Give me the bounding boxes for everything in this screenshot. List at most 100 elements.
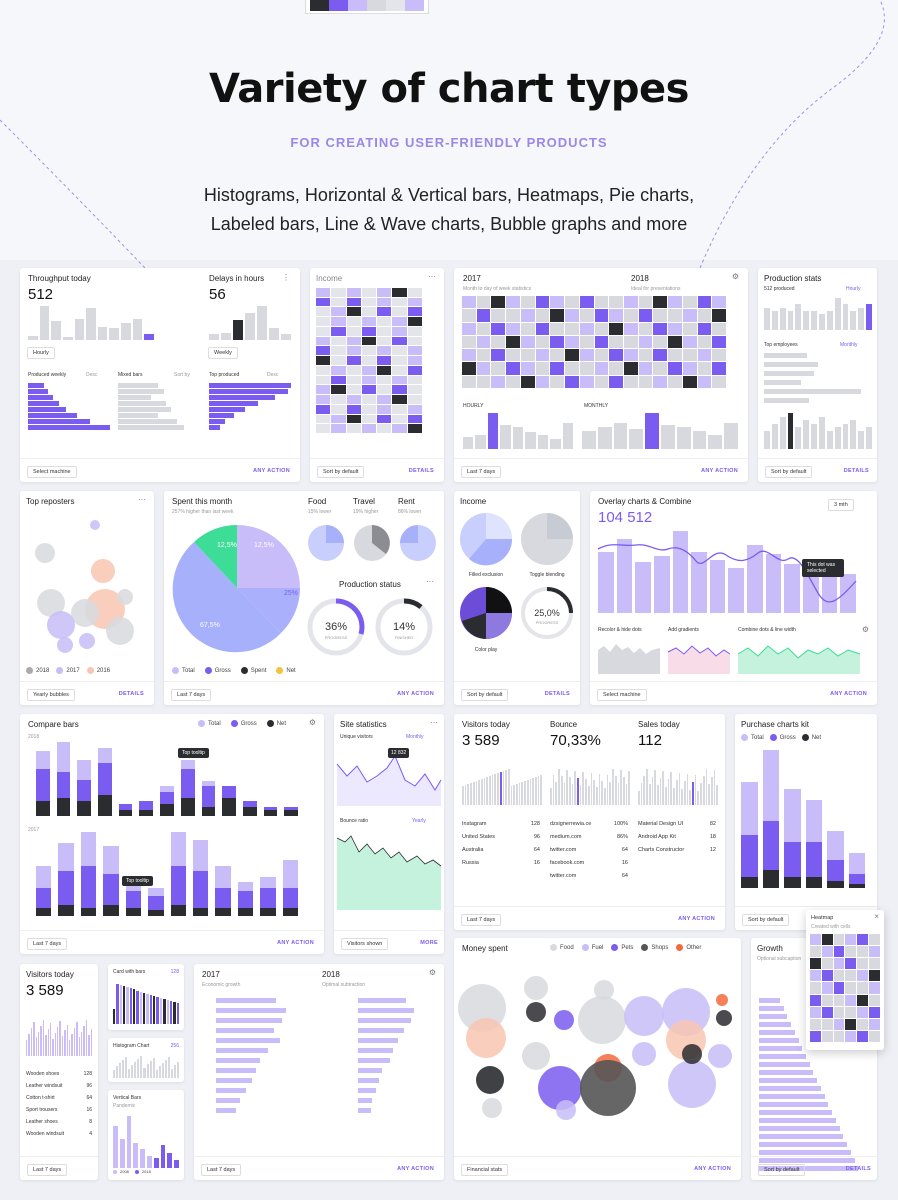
- monthly-select[interactable]: Monthly: [406, 734, 424, 740]
- gear-icon[interactable]: ⚙: [731, 272, 739, 281]
- bar: [45, 1035, 47, 1056]
- last-7-days-dropdown[interactable]: Last 7 days: [461, 466, 502, 478]
- any-action-link[interactable]: ANY ACTION: [694, 1166, 731, 1172]
- hbars-2017: [216, 998, 316, 1113]
- heat-cell: [565, 349, 579, 362]
- financial-stats-dropdown[interactable]: Financial stats: [461, 1164, 509, 1176]
- bar: [467, 783, 470, 805]
- bar-segment: [77, 801, 92, 816]
- any-action-link[interactable]: ANY ACTION: [397, 691, 434, 697]
- bar: [651, 777, 654, 805]
- heat-cell: [638, 309, 653, 322]
- hist-bars: [113, 1056, 180, 1078]
- any-action-link[interactable]: ANY ACTION: [253, 468, 290, 474]
- details-link[interactable]: DETAILS: [845, 1166, 871, 1172]
- yearly-bubbles-dropdown[interactable]: Yearly bubbles: [27, 689, 75, 701]
- heat-cell: [407, 336, 422, 346]
- bar: [708, 784, 710, 805]
- visitors-shown-dropdown[interactable]: Visitors shown: [341, 938, 389, 950]
- select-machine-dropdown[interactable]: Select machine: [27, 466, 77, 478]
- bar: [525, 432, 536, 449]
- bubble: [538, 1066, 582, 1110]
- heat-cell: [377, 365, 392, 375]
- close-icon[interactable]: ×: [874, 912, 879, 921]
- last-7-days-dropdown[interactable]: Last 7 days: [201, 1164, 242, 1176]
- more-icon[interactable]: ···: [426, 577, 434, 586]
- bubble: [35, 543, 55, 563]
- bar-segment: [160, 804, 174, 816]
- any-action-link[interactable]: ANY ACTION: [701, 468, 738, 474]
- gear-icon[interactable]: ⚙: [308, 718, 316, 727]
- hbar: [216, 1008, 286, 1013]
- weekly-select[interactable]: Weekly: [208, 347, 238, 359]
- heat-cell: [623, 335, 638, 349]
- more-icon[interactable]: ···: [428, 272, 436, 281]
- any-action-link[interactable]: ANY ACTION: [678, 916, 715, 922]
- income-pies: Filled exclusion Toggle blending 25,0% P…: [460, 513, 573, 653]
- bar: [119, 985, 123, 1024]
- heat-cell: [535, 322, 550, 335]
- bar-segment: [284, 807, 298, 811]
- select-machine-dropdown[interactable]: Select machine: [597, 689, 647, 701]
- bar: [811, 310, 818, 330]
- heat-cell: [638, 362, 653, 375]
- hourly-select[interactable]: Hourly: [846, 286, 861, 292]
- bar-segment: [125, 890, 142, 908]
- heat-cell: [550, 362, 565, 375]
- hourly-select[interactable]: Hourly: [27, 347, 55, 359]
- gear-icon[interactable]: ⚙: [428, 968, 436, 977]
- hbar: [759, 1086, 821, 1091]
- heat-cell: [491, 322, 506, 335]
- yearly-select[interactable]: Yearly: [412, 818, 426, 824]
- bar: [625, 783, 628, 805]
- list-item: medium.com 86%: [550, 834, 628, 840]
- range-select[interactable]: 3 mth: [828, 499, 854, 511]
- more-icon[interactable]: ···: [138, 495, 146, 504]
- details-link[interactable]: DETAILS: [544, 691, 570, 697]
- heat-cell: [638, 349, 653, 362]
- any-action-link[interactable]: ANY ACTION: [830, 691, 867, 697]
- heat-cell: [392, 336, 407, 346]
- heat-cell: [638, 296, 653, 309]
- hbar: [759, 1014, 788, 1019]
- year-2018-label: 2018: [631, 274, 649, 283]
- sort-dropdown[interactable]: Sort by default: [758, 1164, 806, 1176]
- sort-dropdown[interactable]: Sort by default: [742, 914, 790, 926]
- bar: [462, 785, 464, 805]
- last-7-days-dropdown[interactable]: Last 7 days: [461, 914, 502, 926]
- last-7-days-dropdown[interactable]: Last 7 days: [27, 938, 68, 950]
- more-icon[interactable]: ⋮: [282, 273, 290, 282]
- hbar: [358, 1078, 379, 1083]
- last-7-days-dropdown[interactable]: Last 7 days: [27, 1164, 68, 1176]
- bar: [560, 775, 563, 805]
- bar: [568, 776, 571, 805]
- more-icon[interactable]: ···: [430, 718, 438, 727]
- overlay-line: [597, 544, 857, 603]
- visitors-wave: [336, 754, 442, 806]
- bar: [620, 769, 622, 805]
- last-7-days-dropdown[interactable]: Last 7 days: [171, 689, 212, 701]
- sort-dropdown[interactable]: Sort by default: [461, 689, 509, 701]
- details-link[interactable]: DETAILS: [118, 691, 144, 697]
- money-spent-card: Money spent Food Fuel Pets Shops Other F…: [454, 938, 741, 1180]
- sort-dropdown[interactable]: Sort by default: [317, 466, 365, 478]
- any-action-link[interactable]: ANY ACTION: [277, 940, 314, 946]
- details-link[interactable]: DETAILS: [843, 468, 869, 474]
- gear-icon[interactable]: ⚙: [861, 625, 869, 634]
- heat-cell: [476, 322, 491, 335]
- more-link[interactable]: MORE: [420, 940, 438, 946]
- heat-cell: [346, 307, 361, 317]
- sort-dropdown[interactable]: Sort by default: [765, 466, 813, 478]
- bar: [694, 775, 697, 805]
- heat-cell: [682, 322, 697, 335]
- bar: [571, 783, 574, 805]
- details-link[interactable]: DETAILS: [408, 468, 434, 474]
- any-action-link[interactable]: ANY ACTION: [397, 1166, 434, 1172]
- heat-cell: [810, 1006, 821, 1018]
- heat-cell: [869, 982, 880, 994]
- card-title: Overlay charts & Combine: [598, 497, 692, 506]
- visitors-card: Visitors today 3 589 Bounce 70,33% Sales…: [454, 714, 725, 930]
- monthly-select[interactable]: Monthly: [840, 342, 858, 348]
- bar: [510, 785, 513, 805]
- combine-label: Combine dots & line width: [738, 627, 796, 633]
